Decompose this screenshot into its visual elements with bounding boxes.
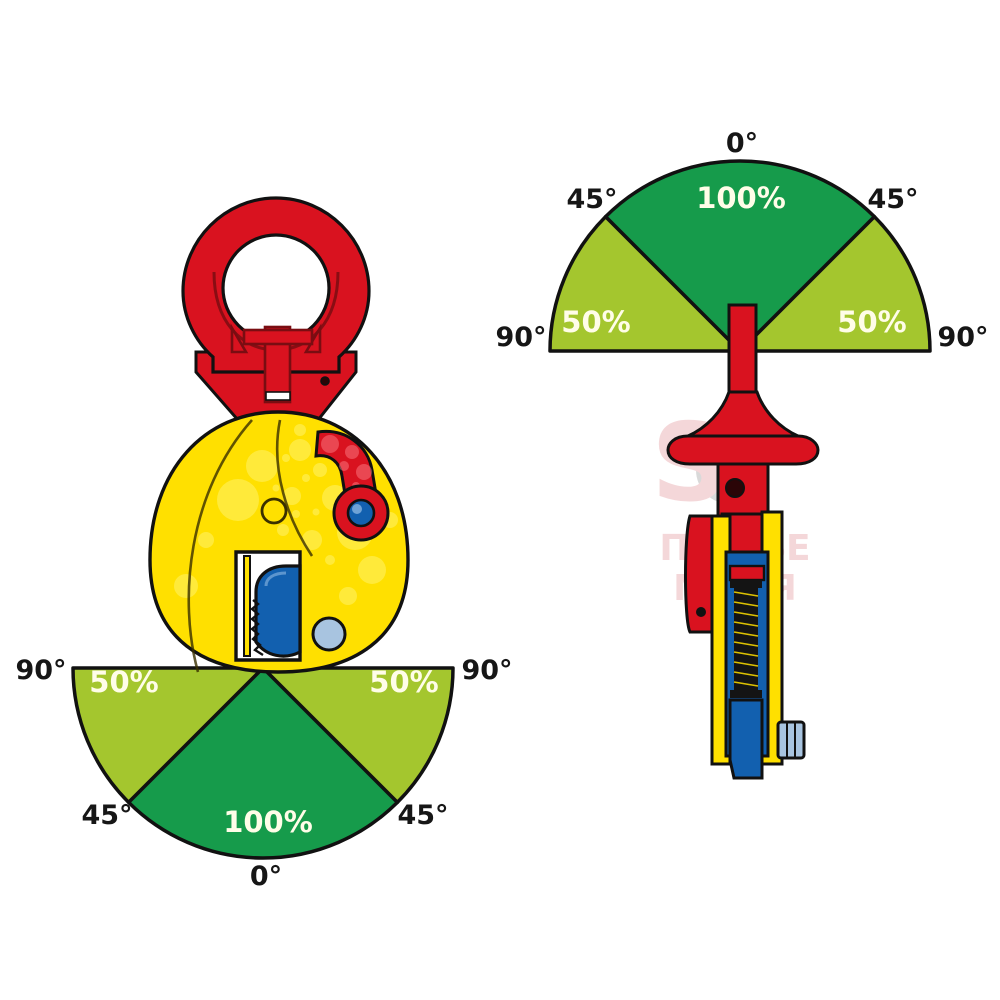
upper-gauge-label-left-90deg: 90° <box>495 322 546 353</box>
lower-gauge-label-right-45deg: 45° <box>397 800 448 831</box>
lower-gauge-value-left-50: 50% <box>89 665 158 699</box>
cam-highlight <box>264 571 287 587</box>
lower-gauge-value-100: 100% <box>223 805 313 839</box>
upper-gauge-sector-left-50 <box>548 214 742 353</box>
shackle-side-hole <box>320 376 330 386</box>
upper-gauge-sector-right-50 <box>738 214 932 353</box>
upper-gauge-value-right-50: 50% <box>837 305 906 339</box>
shackle-eye-hole <box>221 233 331 343</box>
lower-gauge-label-right-90deg: 90° <box>461 655 512 686</box>
lower-gauge-label-0deg: 0° <box>250 861 282 892</box>
upper-gauge-label-0deg: 0° <box>726 128 758 159</box>
end-pin <box>776 720 806 760</box>
lifting-clamp-front-view <box>148 196 410 674</box>
side-jaw-block <box>728 698 764 780</box>
shackle-slot <box>265 391 291 401</box>
lever-arm-hole <box>696 607 706 617</box>
body-internal-arc-right <box>275 419 314 557</box>
shackle-stem <box>727 303 758 394</box>
cam-pivot-pin <box>311 616 347 652</box>
lower-gauge-sector-left-50 <box>71 666 265 805</box>
spring <box>730 580 762 698</box>
lever-pivot-highlight <box>352 504 362 514</box>
body-bolt-hole <box>260 497 288 525</box>
upper-gauge-value-100: 100% <box>696 181 786 215</box>
upper-gauge-label-right-45deg: 45° <box>867 184 918 215</box>
upper-gauge-value-left-50: 50% <box>561 305 630 339</box>
upper-gauge-sector-center-100 <box>603 159 877 353</box>
pivot-boss-hole <box>725 478 745 498</box>
upper-gauge-label-right-90deg: 90° <box>937 322 988 353</box>
jaw-opening-inner-edge <box>243 555 251 657</box>
cam-core-top-cap <box>728 564 766 582</box>
upper-gauge-label-left-45deg: 45° <box>566 184 617 215</box>
cam-teeth <box>250 599 264 657</box>
serrated-cam <box>254 564 302 658</box>
body-internal-arc-left <box>187 419 253 673</box>
lower-gauge-label-left-45deg: 45° <box>81 800 132 831</box>
lower-gauge-sector-right-50 <box>261 666 455 805</box>
upper-angle-gauge: 100% 50% 50% 0° 45° 45° 90° 90° <box>495 128 988 353</box>
shackle-crossbar <box>242 328 314 346</box>
lower-gauge-value-right-50: 50% <box>369 665 438 699</box>
lifting-clamp-side-view <box>666 303 820 780</box>
lower-gauge-sector-center-100 <box>126 666 400 860</box>
lower-angle-gauge: 100% 50% 50% 0° 45° 45° 90° 90° <box>15 655 512 892</box>
lever-pivot-inner <box>346 498 376 528</box>
shackle-notch-left <box>230 323 249 354</box>
shackle-collar <box>666 434 820 466</box>
lower-gauge-label-left-90deg: 90° <box>15 655 66 686</box>
